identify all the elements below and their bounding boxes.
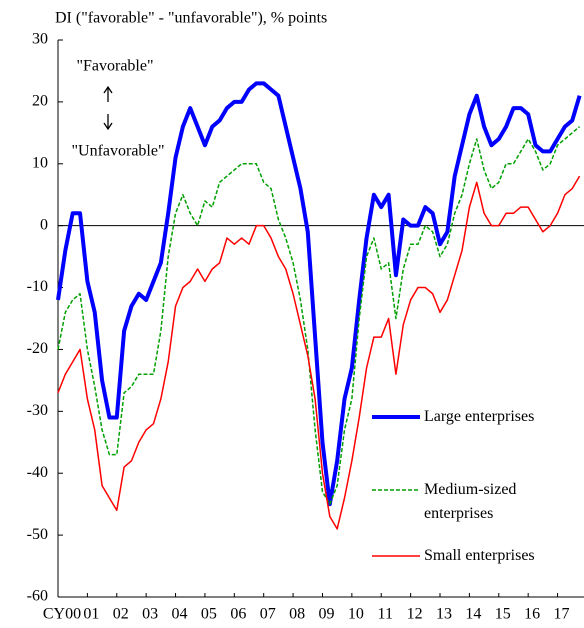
- x-tick-label: 09: [318, 606, 334, 623]
- x-tick-label: 14: [465, 606, 481, 623]
- y-tick-label: -30: [27, 402, 48, 419]
- y-tick-label: -10: [27, 278, 48, 295]
- legend-label: Medium-sized enterprises: [424, 481, 517, 522]
- x-tick-label: 16: [524, 606, 540, 623]
- x-tick-label: 08: [289, 606, 305, 623]
- arrows: [103, 85, 113, 131]
- series-line: [57, 126, 581, 505]
- y-tick-label: -20: [27, 340, 48, 357]
- x-tick-label: 03: [142, 606, 158, 623]
- x-tick-label: 17: [554, 606, 570, 623]
- y-tick-label: -50: [27, 526, 48, 543]
- y-tick-label: 20: [32, 93, 48, 110]
- legend-label: Large enterprises: [424, 408, 535, 425]
- x-tick-label: 10: [348, 606, 364, 623]
- x-tick-label: 06: [230, 606, 246, 623]
- x-tick-label: 05: [201, 606, 217, 623]
- y-tick-label: 30: [32, 31, 48, 48]
- chart-title: DI ("favorable" - "unfavorable"), % poin…: [55, 10, 327, 27]
- x-tick-label: 12: [407, 606, 423, 623]
- y-tick-label: 10: [32, 154, 48, 171]
- y-tick-label: 0: [40, 216, 48, 233]
- x-tick-label: 04: [172, 606, 188, 623]
- x-tick-label: 02: [113, 606, 129, 623]
- series-line: [56, 81, 582, 507]
- annotation: "Unfavorable": [71, 143, 164, 160]
- series-line: [57, 175, 581, 530]
- x-tick-label: 07: [260, 606, 276, 623]
- x-tick-label: 11: [378, 606, 393, 623]
- y-tick-label: -40: [27, 464, 48, 481]
- legend-label: Small enterprises: [424, 547, 535, 564]
- annotation: "Favorable": [76, 58, 153, 75]
- y-tick-label: -60: [27, 588, 48, 605]
- x-tick-label: CY00: [43, 606, 81, 623]
- x-tick-label: 13: [436, 606, 452, 623]
- x-tick-label: 01: [83, 606, 99, 623]
- x-tick-label: 15: [495, 606, 511, 623]
